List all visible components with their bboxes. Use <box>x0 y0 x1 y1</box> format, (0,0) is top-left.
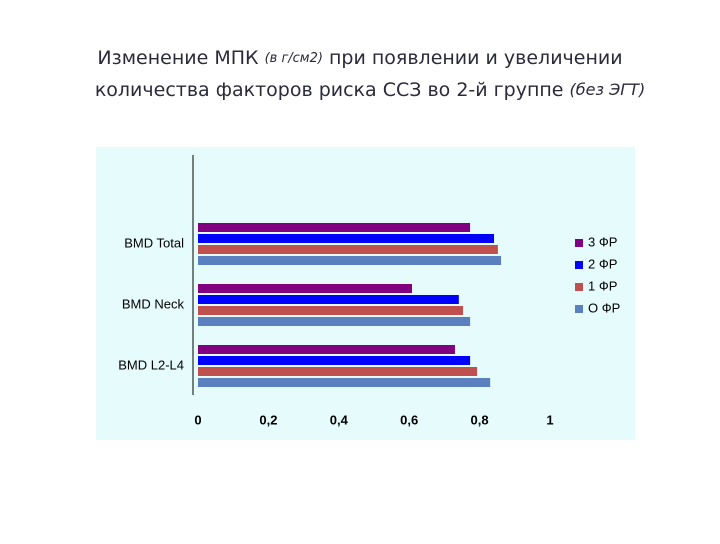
title-part: Изменение МПК <box>97 47 259 69</box>
bar <box>198 295 459 304</box>
bar <box>198 367 478 376</box>
x-tick-label: 0,2 <box>259 412 277 427</box>
title-line-2: количества факторов риска ССЗ во 2-й гру… <box>95 79 645 101</box>
bar <box>198 284 413 293</box>
bar <box>198 317 471 326</box>
title-part: при появлении и увеличении <box>329 47 623 69</box>
bar <box>198 306 464 315</box>
y-tick-label: BMD Total <box>124 235 184 250</box>
legend-swatch <box>575 261 583 269</box>
x-tick-label: 0,4 <box>330 412 349 427</box>
title-part: количества факторов риска ССЗ во 2-й гру… <box>95 79 564 101</box>
title-part: (без ЭГТ) <box>570 80 646 99</box>
bar <box>198 378 491 387</box>
bar <box>198 356 471 365</box>
bar <box>198 345 455 354</box>
title-part: (в г/см2) <box>265 51 323 66</box>
legend-label: 1 ФР <box>588 278 617 293</box>
legend-label: 2 ФР <box>588 256 617 271</box>
legend-label: О ФР <box>588 300 620 315</box>
legend-swatch <box>575 305 583 313</box>
x-tick-label: 0,8 <box>471 412 489 427</box>
title-line-1: Изменение МПК (в г/см2) при появлении и … <box>97 47 622 69</box>
bar <box>198 245 498 254</box>
x-tick-label: 0,6 <box>400 412 418 427</box>
x-tick-label: 0 <box>194 412 201 427</box>
bar <box>198 223 471 232</box>
legend-swatch <box>575 283 583 291</box>
y-tick-label: BMD L2-L4 <box>118 357 184 372</box>
legend-swatch <box>575 239 583 247</box>
legend-label: 3 ФР <box>588 234 617 249</box>
bar <box>198 234 495 243</box>
y-tick-label: BMD Neck <box>122 296 185 311</box>
bar <box>198 256 502 265</box>
x-tick-label: 1 <box>546 412 553 427</box>
chart-area <box>96 147 635 440</box>
